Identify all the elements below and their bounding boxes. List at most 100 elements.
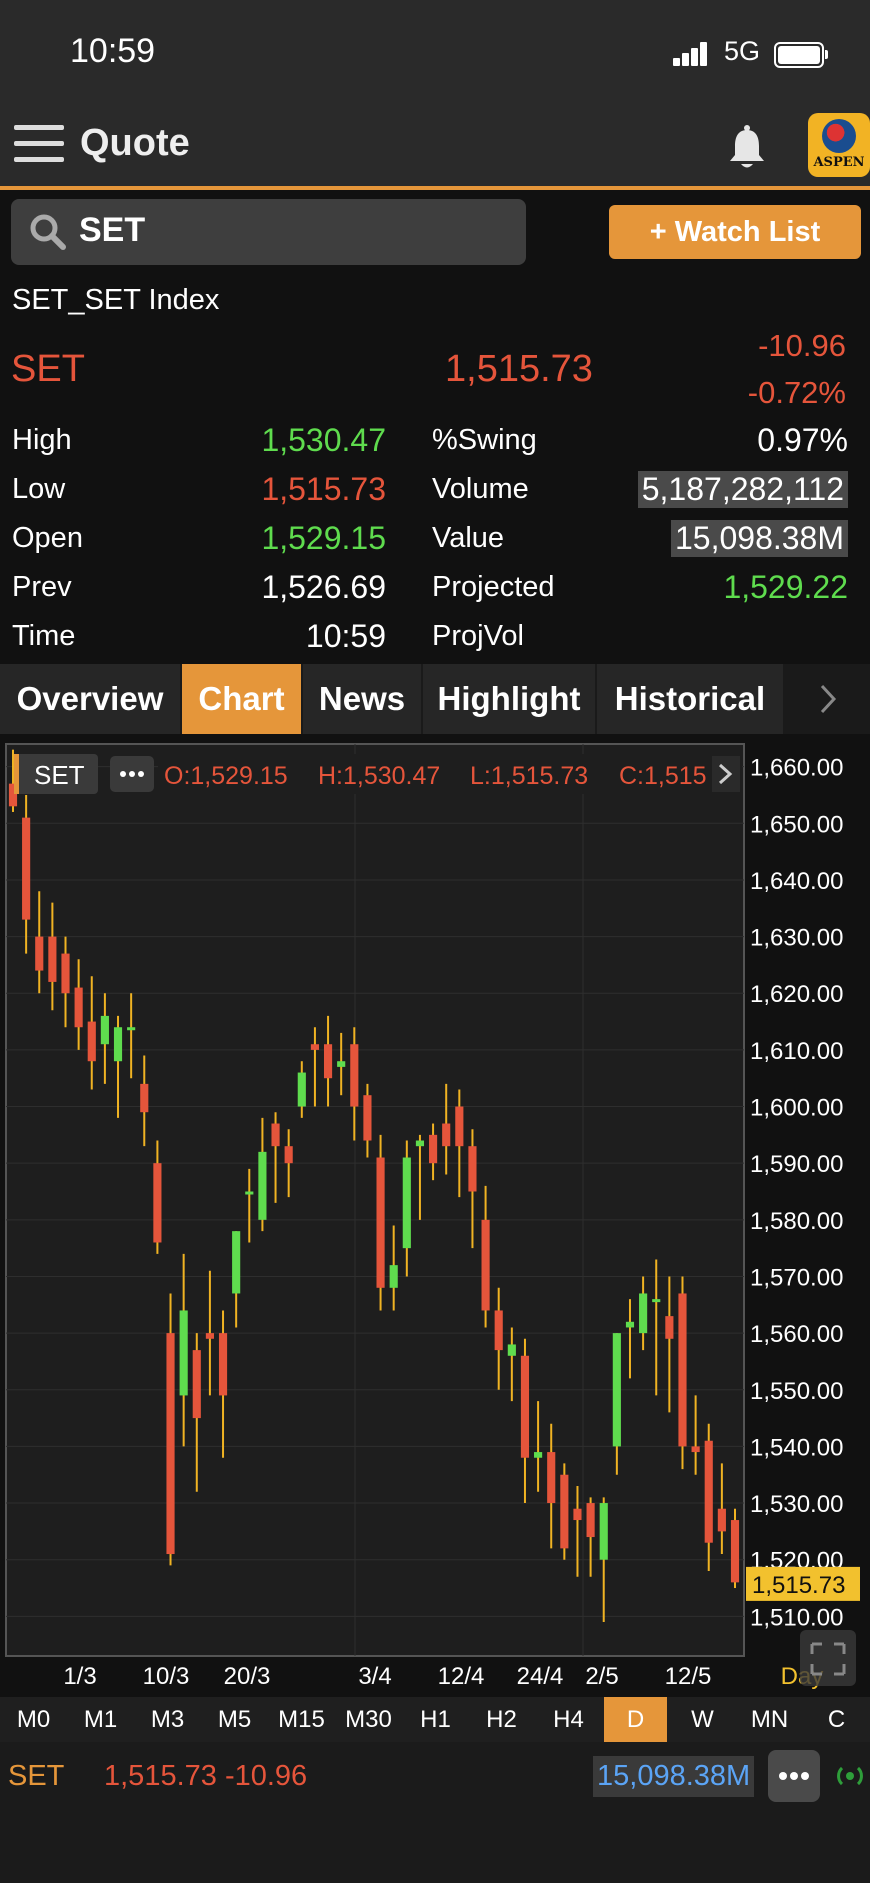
candle-body: [586, 1503, 595, 1538]
y-tick-label: 1,650.00: [750, 811, 843, 838]
candle-body: [704, 1440, 713, 1543]
ellipsis-icon: [779, 1772, 809, 1780]
candle-body: [245, 1191, 254, 1195]
candle-body: [297, 1072, 306, 1107]
tab-historical[interactable]: Historical: [597, 664, 783, 734]
timeframe-m0[interactable]: M0: [16, 1706, 51, 1733]
candle-body: [192, 1350, 201, 1419]
candle-body: [494, 1310, 503, 1351]
candle-body: [547, 1452, 556, 1504]
x-tick-label: 10/3: [143, 1663, 190, 1690]
chart-area[interactable]: 1,660.00 1,650.00 1,640.00 1,630.00 1,620.00…: [0, 738, 870, 1696]
timeframe-mn[interactable]: MN: [750, 1706, 789, 1733]
candle-body: [442, 1123, 451, 1147]
candle-body: [468, 1146, 477, 1192]
stat-value-value: 15,098.38M: [670, 520, 848, 557]
timeframe-m3[interactable]: M3: [150, 1706, 185, 1733]
candle-body: [678, 1293, 687, 1447]
stat-label-low: Low: [12, 473, 66, 505]
bell-icon[interactable]: [725, 124, 769, 172]
aspen-logo[interactable]: ASPEN: [808, 113, 870, 177]
y-tick-label: 1,550.00: [750, 1378, 843, 1405]
candle-body: [113, 1027, 123, 1062]
candle-body: [258, 1151, 267, 1220]
quote-tabs: Overview Chart News Highlight Historical: [0, 664, 870, 734]
candle-body: [323, 1044, 333, 1079]
tab-news[interactable]: News: [303, 664, 421, 734]
candle-body: [481, 1219, 490, 1311]
footer-symbol: SET: [8, 1760, 65, 1792]
timeframe-bar: M0 M1 M3 M5 M15 M30 H1 H2 H4 D W MN C: [0, 1697, 870, 1742]
last-price-label: 1,515.73: [752, 1572, 845, 1599]
timeframe-m1[interactable]: M1: [83, 1706, 118, 1733]
symbol-search-box[interactable]: SET: [11, 199, 526, 265]
symbol-badge: [14, 754, 98, 794]
timeframe-m5[interactable]: M5: [217, 1706, 252, 1733]
candle-body: [87, 1021, 96, 1062]
search-input[interactable]: SET: [79, 211, 146, 249]
candle-body: [140, 1083, 149, 1113]
candle-body: [179, 1310, 188, 1396]
timeframe-h2[interactable]: H2: [486, 1706, 517, 1733]
x-tick-label: 2/5: [585, 1663, 618, 1690]
stat-value-high: 1,530.47: [261, 422, 386, 458]
symbol-badge-accent: [14, 754, 19, 794]
candle-body: [61, 953, 70, 994]
stat-value-time: 10:59: [305, 618, 386, 654]
status-time: 10:59: [70, 32, 156, 70]
chart-symbol-label: SET: [34, 760, 85, 790]
timeframe-h1[interactable]: H1: [420, 1706, 451, 1733]
candle-body: [573, 1508, 582, 1521]
network-type: 5G: [724, 36, 761, 66]
stat-label-open: Open: [12, 522, 83, 554]
candle-body: [218, 1333, 228, 1396]
ohlc-o: O:1,529.15: [164, 762, 288, 790]
candle-body: [665, 1316, 674, 1339]
stat-value-open: 1,529.15: [261, 520, 386, 556]
timeframe-d[interactable]: D: [604, 1697, 667, 1742]
candle-body: [48, 936, 57, 982]
stat-label-prev: Prev: [12, 571, 72, 603]
stat-label-value: Value: [432, 522, 505, 554]
more-options-button[interactable]: [768, 1750, 820, 1802]
stat-value-volume: 5,187,282,112: [637, 471, 848, 508]
timeframe-c[interactable]: C: [827, 1706, 846, 1733]
candle-body: [625, 1321, 635, 1328]
stat-value-low: 1,515.73: [261, 471, 386, 507]
logo-text: ASPEN: [813, 155, 865, 170]
last-price: 1,515.73: [445, 348, 593, 390]
candle-body: [284, 1146, 293, 1164]
stat-label-pct-swing: %Swing: [432, 424, 537, 456]
y-tick-label: 1,560.00: [750, 1321, 843, 1348]
candle-body: [639, 1293, 648, 1334]
candle-body: [271, 1123, 280, 1147]
y-tick-label: 1,540.00: [750, 1434, 843, 1461]
candle-body: [415, 1140, 425, 1147]
candle-body: [363, 1095, 372, 1141]
stat-label-time: Time: [12, 620, 76, 652]
ohlc-l: L:1,515.73: [470, 762, 588, 790]
tabs-scroll-right[interactable]: [790, 664, 870, 734]
timeframe-w[interactable]: W: [691, 1706, 714, 1733]
candle-body: [205, 1333, 214, 1339]
y-tick-label: 1,510.00: [750, 1604, 843, 1631]
price-chart[interactable]: 1,660.00 1,650.00 1,640.00 1,630.00 1,620.00…: [0, 738, 870, 1696]
candle-body: [35, 936, 44, 971]
candle-body: [691, 1446, 700, 1453]
tab-highlight[interactable]: Highlight: [423, 664, 595, 734]
candle-body: [599, 1503, 608, 1560]
timeframe-h4[interactable]: H4: [553, 1706, 584, 1733]
expand-chart-button[interactable]: [800, 1630, 856, 1686]
chevron-right-icon: [718, 763, 733, 785]
timeframe-m30[interactable]: M30: [345, 1706, 392, 1733]
y-tick-label: 1,630.00: [750, 925, 843, 952]
candle-body: [310, 1044, 319, 1050]
timeframe-m15[interactable]: M15: [278, 1706, 325, 1733]
add-watchlist-button[interactable]: + Watch List: [609, 205, 861, 259]
tab-overview[interactable]: Overview: [0, 664, 180, 734]
stat-value-pct-swing: 0.97%: [757, 422, 848, 458]
candle-body: [337, 1061, 346, 1067]
last-price-tag: [746, 1566, 860, 1601]
tab-chart[interactable]: Chart: [182, 664, 301, 734]
menu-icon[interactable]: [14, 125, 64, 169]
